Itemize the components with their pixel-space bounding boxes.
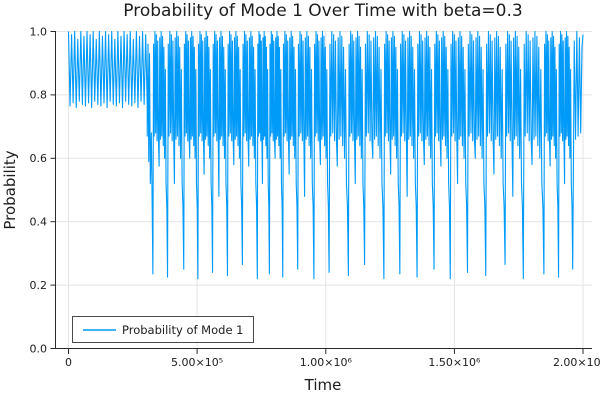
x-tick-labels: 0 5.00×10⁵ 1.00×10⁶ 1.50×10⁶ 2.00×10⁶ [65,356,600,369]
legend: Probability of Mode 1 [72,316,254,343]
x-tick-label-2e6: 2.00×10⁶ [553,356,600,369]
x-axis-label: Time [304,376,342,394]
x-tick-label-5e5: 5.00×10⁵ [171,356,223,369]
chart-title: Probability of Mode 1 Over Time with bet… [123,1,522,21]
y-axis-label: Probability [1,150,19,229]
y-tick-label-0.0: 0.0 [30,342,48,355]
y-tick-label-0.8: 0.8 [30,89,48,102]
y-tick-label-0.6: 0.6 [30,152,48,165]
series-line-probability-mode-1 [67,30,584,280]
x-tick-label-1.5e6: 1.50×10⁶ [428,356,481,369]
x-tick-label-1e6: 1.00×10⁶ [300,356,353,369]
y-tick-labels: 0.0 0.2 0.4 0.6 0.8 1.0 [30,25,48,355]
y-tick-label-0.2: 0.2 [30,279,48,292]
legend-label: Probability of Mode 1 [122,323,244,337]
tick-marks [50,31,584,354]
y-tick-label-1.0: 1.0 [30,25,48,38]
x-tick-label-0: 0 [65,356,72,369]
y-tick-label-0.4: 0.4 [30,216,48,229]
